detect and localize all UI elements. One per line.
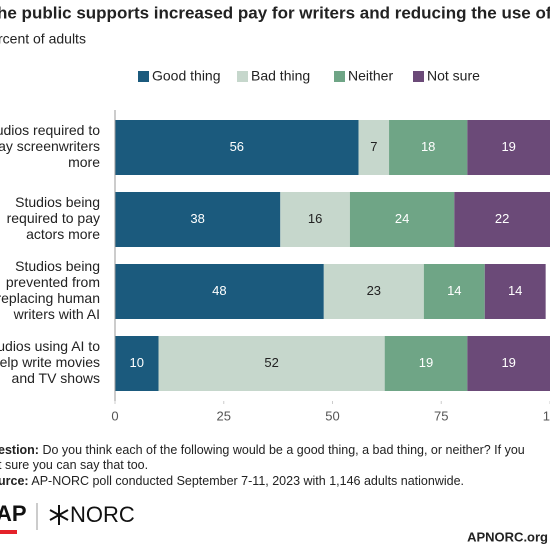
chart-subtitle: rcent of adults	[0, 31, 86, 47]
bar-segment	[467, 120, 550, 175]
bar-segment	[115, 336, 159, 391]
bar-segment	[280, 192, 350, 247]
value-label: 19	[419, 355, 433, 370]
value-label: 24	[395, 211, 409, 226]
x-tick-label: 0	[111, 408, 118, 423]
norc-logo: NORC	[70, 502, 135, 527]
category-label: ay screenwriters	[0, 138, 100, 154]
value-label: 14	[447, 283, 461, 298]
category-label: replacing human	[0, 290, 100, 306]
bar-segment	[158, 336, 385, 391]
bar-segment	[115, 192, 281, 247]
ap-logo-bar	[0, 530, 17, 534]
value-label: 22	[495, 211, 509, 226]
category-label: Studios being	[15, 194, 100, 210]
legend-label: Not sure	[427, 68, 480, 84]
norc-star	[49, 505, 69, 525]
note: urce: AP-NORC poll conducted September 7…	[0, 474, 464, 488]
category-label: writers with AI	[13, 306, 100, 322]
legend-swatch	[413, 71, 424, 82]
note-text: Do you think each of the following would…	[39, 443, 525, 457]
ap-logo: AP	[0, 501, 27, 526]
bar-segment	[358, 120, 390, 175]
value-label: 52	[264, 355, 278, 370]
note-text: AP-NORC poll conducted September 7-11, 2…	[29, 474, 464, 488]
legend-swatch	[237, 71, 248, 82]
value-label: 16	[308, 211, 322, 226]
value-label: 23	[367, 283, 381, 298]
value-label: 48	[212, 283, 226, 298]
value-label: 14	[508, 283, 522, 298]
bar-segment	[484, 264, 546, 319]
x-tick-label: 10	[543, 408, 550, 423]
category-label: Studios being	[15, 258, 100, 274]
value-label: 18	[421, 139, 435, 154]
x-tick-label: 25	[217, 408, 231, 423]
note: estion: Do you think each of the followi…	[0, 443, 525, 457]
bar-segment	[349, 192, 455, 247]
legend-swatch	[138, 71, 149, 82]
bar-segment	[389, 120, 468, 175]
value-label: 19	[501, 355, 515, 370]
category-label: required to pay	[7, 210, 100, 226]
note-label: estion:	[0, 443, 39, 457]
category-label: actors more	[26, 226, 100, 242]
bar-segment	[115, 264, 324, 319]
site-url: APNORC.org	[467, 529, 548, 544]
bar-segment	[423, 264, 485, 319]
bar-segment	[467, 336, 550, 391]
bar-segment	[115, 120, 359, 175]
value-label: 19	[501, 139, 515, 154]
value-label: 7	[370, 139, 377, 154]
x-tick-label: 75	[434, 408, 448, 423]
category-label: and TV shows	[12, 370, 100, 386]
value-label: 56	[230, 139, 244, 154]
legend-label: Bad thing	[251, 68, 310, 84]
bar-segment	[454, 192, 550, 247]
value-label: 38	[190, 211, 204, 226]
value-label: 10	[130, 355, 144, 370]
note-text: t sure you can say that too.	[0, 458, 148, 472]
bar-segment	[384, 336, 468, 391]
category-label: tudios required to	[0, 122, 100, 138]
category-label: prevented from	[6, 274, 100, 290]
note-label: urce:	[0, 474, 29, 488]
chart-title: he public supports increased pay for wri…	[0, 3, 550, 22]
category-label: more	[68, 154, 100, 170]
x-tick-label: 50	[325, 408, 339, 423]
bar-segment	[323, 264, 424, 319]
note: t sure you can say that too.	[0, 458, 148, 472]
category-label: elp write movies	[0, 354, 100, 370]
legend-label: Neither	[348, 68, 393, 84]
category-label: tudios using AI to	[0, 338, 100, 354]
legend-swatch	[334, 71, 345, 82]
legend-label: Good thing	[152, 68, 221, 84]
